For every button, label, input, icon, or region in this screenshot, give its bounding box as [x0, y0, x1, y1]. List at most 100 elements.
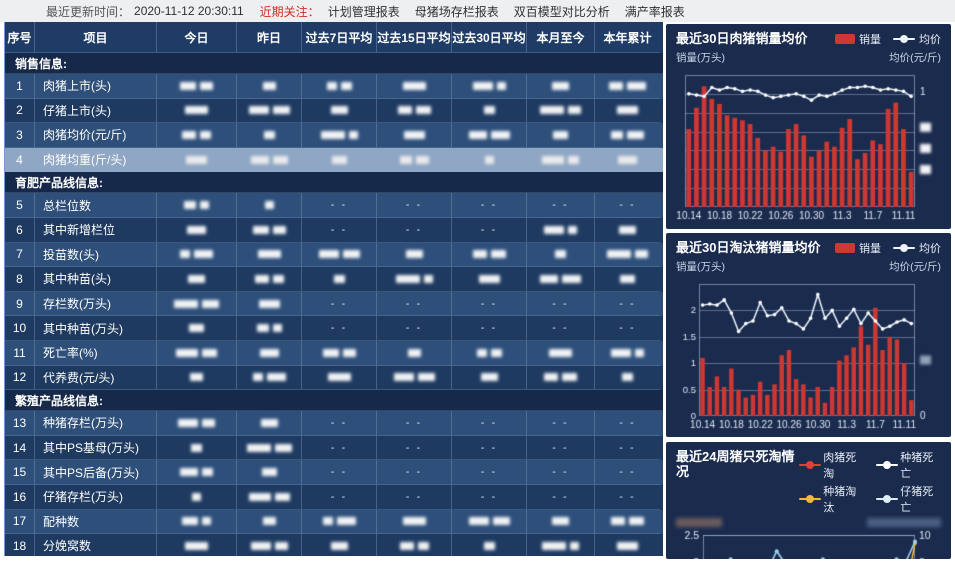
table-row[interactable]: 8 其中种苗(头)	[5, 267, 663, 292]
col-header: 项目	[35, 22, 157, 53]
legend-item-0[interactable]: 肉猪死淘	[798, 449, 864, 481]
redacted-value	[490, 130, 510, 139]
table-row[interactable]: 15 其中PS后备(万头) - -- -- -- -- -	[5, 460, 663, 485]
legend-item-1[interactable]: 种猪死亡	[875, 449, 941, 481]
table-row[interactable]: 7 投苗数(头)	[5, 242, 663, 268]
report-link-2[interactable]: 双百模型对比分析	[513, 4, 610, 19]
row-number: 8	[5, 267, 35, 292]
redacted-value	[492, 517, 510, 526]
redacted-value	[423, 274, 433, 283]
table-row[interactable]: 9 存栏数(万头) - -- -- -- -- -	[5, 291, 663, 317]
table-row[interactable]: 5 总栏位数 - -- -- -- -- -	[5, 193, 663, 218]
table-row[interactable]: 2 仔猪上市(头)	[5, 98, 663, 124]
row-value-cell	[237, 217, 302, 243]
legend-item-2[interactable]: 种猪淘汰	[798, 483, 864, 515]
row-value-cell: - -	[302, 291, 377, 317]
row-value-cell: - -	[377, 291, 452, 317]
redacted-value	[568, 225, 577, 234]
table-row[interactable]: 16 仔猪存栏(万头) - -- -- -- -- -	[5, 484, 663, 510]
row-value-cell	[452, 147, 527, 173]
report-link-3[interactable]: 满产率报表	[624, 4, 685, 19]
redacted-value	[490, 348, 502, 357]
redacted-value	[254, 274, 269, 283]
row-value-cell	[527, 534, 595, 556]
redacted-value	[618, 155, 637, 164]
table-row[interactable]: 17 配种数	[5, 509, 663, 535]
row-value-cell	[302, 98, 377, 124]
redacted-value	[188, 274, 205, 283]
redacted-value	[200, 81, 213, 90]
redacted-value	[250, 541, 271, 550]
line-swatch-icon	[875, 460, 898, 470]
redacted-value	[262, 81, 276, 90]
redacted-value	[262, 517, 276, 526]
redacted-value	[555, 250, 566, 259]
row-value-cell	[377, 365, 452, 391]
col-header: 本年累计	[595, 22, 660, 53]
redacted-value	[415, 155, 429, 164]
row-label: 仔猪存栏(万头)	[35, 484, 157, 510]
table-row[interactable]: 6 其中新增栏位 - -- -- -	[5, 217, 663, 243]
row-value-cell	[452, 267, 527, 292]
redacted-value	[180, 468, 198, 477]
redacted-value	[326, 81, 337, 90]
row-value-cell	[237, 98, 302, 124]
legend-item-0[interactable]: 销量	[835, 31, 881, 47]
row-value-cell: - -	[595, 460, 660, 485]
table-row[interactable]: 13 种猪存栏(万头) - -- -- -- -- -	[5, 411, 663, 436]
redacted-value	[568, 106, 581, 115]
redacted-value	[246, 443, 271, 452]
redacted-value	[395, 274, 420, 283]
table-row[interactable]: 4 肉猪均重(斤/头)	[5, 147, 663, 173]
redacted-value	[176, 348, 198, 357]
row-number: 9	[5, 291, 35, 317]
report-link-1[interactable]: 母猪场存栏报表	[414, 4, 499, 19]
redacted-value	[260, 418, 278, 427]
row-value-cell: - -	[452, 316, 527, 341]
table-row[interactable]: 1 肉猪上市(头)	[5, 74, 663, 99]
redacted-value	[342, 348, 356, 357]
chart-panel-death-cull: 最近24周猪只死淘情况 肉猪死淘 种猪死亡 种猪淘汰 仔猪死亡	[666, 442, 951, 559]
row-value-cell	[595, 99, 660, 124]
update-time-value: 2020-11-12 20:30:11	[134, 4, 244, 18]
report-link-0[interactable]: 计划管理报表	[327, 4, 400, 19]
redacted-value	[264, 201, 274, 210]
chart3-title: 最近24周猪只死淘情况	[676, 449, 795, 479]
row-value-cell	[302, 242, 377, 268]
redacted-value	[403, 130, 425, 139]
row-value-cell: - -	[595, 193, 660, 218]
bar-swatch-icon	[835, 243, 855, 253]
row-value-cell	[157, 193, 237, 218]
row-number: 15	[5, 460, 35, 485]
redacted-value	[180, 81, 196, 90]
row-value-cell	[157, 242, 237, 268]
row-value-cell	[527, 74, 595, 99]
legend-item-1[interactable]: 均价	[893, 31, 941, 47]
legend-item-3[interactable]: 仔猪死亡	[875, 483, 941, 515]
row-value-cell: - -	[377, 484, 452, 510]
row-value-cell	[302, 534, 377, 556]
row-label: 其中PS后备(万头)	[35, 460, 157, 485]
bar-swatch-icon	[835, 34, 855, 44]
table-row[interactable]: 10 其中种苗(万头) - -- -- -- -- -	[5, 316, 663, 341]
table-row[interactable]: 14 其中PS基母(万头) - -- -- -- -- -	[5, 435, 663, 461]
legend-item-1[interactable]: 均价	[893, 240, 941, 256]
table-row[interactable]: 3 肉猪均价(元/斤)	[5, 123, 663, 148]
row-value-cell	[237, 340, 302, 366]
redacted-value	[200, 130, 211, 139]
col-header: 过去15日平均	[377, 22, 452, 53]
row-value-cell: - -	[377, 460, 452, 485]
row-value-cell: - -	[377, 435, 452, 461]
table-row[interactable]: 12 代养费(元/头)	[5, 365, 663, 391]
row-value-cell	[377, 534, 452, 556]
legend-item-0[interactable]: 销量	[835, 240, 881, 256]
row-label: 存栏数(万头)	[35, 291, 157, 317]
row-value-cell	[302, 340, 377, 366]
row-value-cell: - -	[527, 316, 595, 341]
table-row[interactable]: 11 死亡率(%)	[5, 340, 663, 366]
row-number: 16	[5, 484, 35, 510]
table-row[interactable]: 18 分娩窝数	[5, 534, 663, 556]
row-value-cell	[595, 218, 660, 243]
chart2-y-left-label: 销量(万头)	[676, 261, 725, 273]
row-label: 肉猪均重(斤/头)	[35, 147, 157, 173]
